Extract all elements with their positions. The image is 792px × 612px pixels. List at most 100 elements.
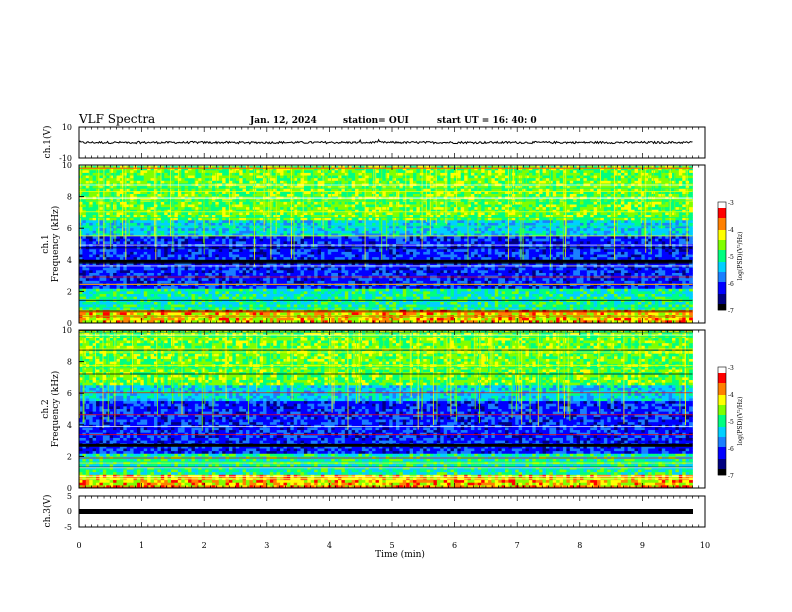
spectrogram-cell bbox=[358, 207, 363, 211]
spectrogram-cell bbox=[119, 191, 124, 195]
spectrogram-cell bbox=[307, 193, 312, 197]
spectrogram-cell bbox=[610, 230, 615, 234]
spectrogram-cell bbox=[559, 188, 564, 192]
spectrogram-cell bbox=[109, 193, 114, 197]
spectrogram-cell bbox=[423, 170, 428, 174]
spectrogram-cell bbox=[198, 186, 203, 190]
spectrogram-cell bbox=[160, 201, 165, 205]
spectrogram-cell bbox=[675, 175, 680, 179]
spectrogram-cell bbox=[167, 230, 172, 234]
spectrogram-cell bbox=[399, 212, 404, 216]
spectrogram-cell bbox=[290, 193, 295, 197]
spectrogram-cell bbox=[436, 230, 441, 234]
spectrogram-cell bbox=[331, 228, 336, 232]
spectrogram-cell bbox=[457, 180, 462, 184]
spectrogram-cell bbox=[494, 236, 499, 240]
spectrogram-cell bbox=[556, 170, 560, 174]
spectrogram-cell bbox=[218, 236, 223, 240]
spectrogram-cell bbox=[259, 204, 264, 208]
spectrogram-cell bbox=[174, 178, 179, 182]
spectrogram-cell bbox=[242, 193, 247, 197]
spectrogram-cell bbox=[368, 217, 373, 221]
spectrogram-cell bbox=[593, 172, 598, 176]
spectrogram-cell bbox=[627, 175, 632, 179]
spectrogram-cell bbox=[106, 165, 111, 169]
spectrogram-cell bbox=[351, 212, 356, 216]
spectrogram-cell bbox=[620, 215, 625, 219]
spectrogram-cell bbox=[395, 178, 400, 182]
spectrogram-cell bbox=[276, 222, 281, 226]
spectrogram-cell bbox=[689, 225, 693, 229]
spectrogram-cell bbox=[501, 178, 506, 182]
spectrogram-cell bbox=[453, 220, 458, 224]
spectrogram-cell bbox=[181, 230, 186, 234]
spectrogram-cell bbox=[406, 193, 410, 197]
spectrogram-cell bbox=[515, 228, 520, 232]
spectrogram-cell bbox=[249, 170, 254, 174]
spectrogram-cell bbox=[399, 233, 404, 237]
spectrogram-cell bbox=[256, 204, 261, 208]
spectrogram-cell bbox=[549, 207, 554, 211]
spectrogram-cell bbox=[184, 207, 189, 211]
spectrogram-cell bbox=[341, 186, 346, 190]
spectrogram-cell bbox=[406, 236, 410, 240]
spectrogram-cell bbox=[603, 220, 608, 224]
spectrogram-cell bbox=[365, 225, 370, 229]
spectrogram-cell bbox=[378, 220, 383, 224]
spectrogram-cell bbox=[593, 222, 598, 226]
spectrogram-cell bbox=[211, 193, 216, 197]
spectrogram-cell bbox=[167, 167, 172, 171]
spectrogram-cell bbox=[430, 225, 434, 229]
spectrogram-cell bbox=[327, 215, 332, 219]
spectrogram-cell bbox=[143, 201, 148, 205]
spectrogram-cell bbox=[494, 165, 499, 169]
spectrogram-cell bbox=[177, 172, 182, 176]
spectrogram-cell bbox=[580, 233, 584, 237]
spectrogram-cell bbox=[644, 186, 649, 190]
spectrogram-cell bbox=[143, 167, 148, 171]
spectrogram-cell bbox=[617, 207, 622, 211]
spectrogram-cell bbox=[436, 186, 441, 190]
spectrogram-cell bbox=[549, 230, 554, 234]
spectrogram-cell bbox=[130, 230, 134, 234]
spectrogram-cell bbox=[389, 207, 393, 211]
spectrogram-cell bbox=[235, 191, 240, 195]
spectrogram-cell bbox=[378, 188, 383, 192]
spectrogram-cell bbox=[358, 186, 363, 190]
spectrogram-cell bbox=[580, 225, 584, 229]
spectrogram-cell bbox=[355, 207, 359, 211]
spectrogram-cell bbox=[310, 193, 315, 197]
spectrogram-cell bbox=[610, 186, 615, 190]
spectrogram-cell bbox=[566, 212, 571, 216]
spectrogram-cell bbox=[542, 201, 547, 205]
spectrogram-cell bbox=[402, 207, 407, 211]
spectrogram-cell bbox=[651, 228, 656, 232]
spectrogram-cell bbox=[317, 178, 322, 182]
spectrogram-cell bbox=[426, 222, 431, 226]
spectrogram-cell bbox=[136, 165, 141, 169]
spectrogram-cell bbox=[573, 170, 577, 174]
spectrogram-cell bbox=[89, 175, 94, 179]
spectrogram-cell bbox=[211, 217, 216, 221]
spectrogram-cell bbox=[208, 233, 213, 237]
spectrogram-cell bbox=[566, 201, 571, 205]
spectrogram-cell bbox=[627, 193, 632, 197]
spectrogram-cell bbox=[164, 220, 169, 224]
spectrogram-cell bbox=[607, 175, 612, 179]
spectrogram-cell bbox=[334, 201, 339, 205]
spectrogram-cell bbox=[651, 215, 656, 219]
spectrogram-cell bbox=[654, 193, 659, 197]
spectrogram-cell bbox=[102, 201, 107, 205]
spectrogram-cell bbox=[269, 228, 274, 232]
spectrogram-cell bbox=[481, 201, 485, 205]
spectrogram-cell bbox=[603, 172, 608, 176]
spectrogram-cell bbox=[327, 220, 332, 224]
spectrogram-cell bbox=[501, 201, 506, 205]
spectrogram-cell bbox=[620, 165, 625, 169]
spectrogram-cell bbox=[460, 230, 465, 234]
spectrogram-cell bbox=[143, 207, 148, 211]
spectrogram-cell bbox=[351, 228, 356, 232]
spectrogram-cell bbox=[259, 207, 264, 211]
spectrogram-cell bbox=[556, 191, 560, 195]
spectrogram-cell bbox=[689, 170, 693, 174]
